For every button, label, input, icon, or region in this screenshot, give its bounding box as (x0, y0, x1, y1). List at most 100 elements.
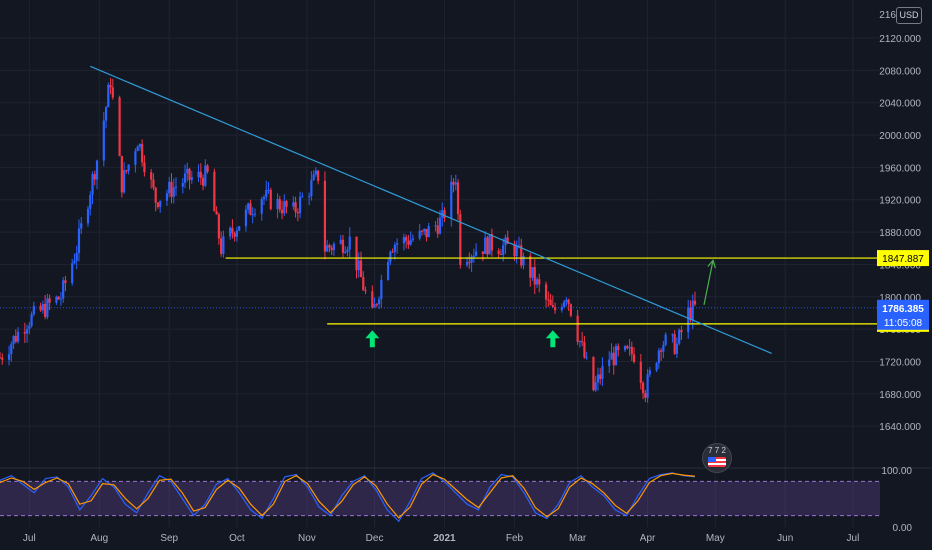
candle-body (632, 354, 636, 362)
candle-body (660, 350, 663, 352)
descending-trendline (90, 65, 772, 354)
candle-body (55, 296, 58, 303)
candle-body (664, 334, 667, 345)
candle-body (612, 352, 615, 366)
candle-body (170, 181, 173, 197)
axes-layer: 1640.0001680.0001720.0001760.0001800.000… (23, 10, 929, 544)
oscillator-band (0, 481, 880, 516)
candle-body (594, 382, 597, 391)
candle-body (292, 202, 295, 207)
candle-body (138, 144, 141, 147)
candle-body (646, 374, 649, 398)
candle-body (387, 261, 390, 280)
candle-body (174, 186, 178, 188)
candle-body (156, 202, 160, 207)
candle-body (323, 180, 327, 252)
candle-body (402, 237, 405, 244)
x-tick-label: Dec (366, 533, 384, 544)
candle-body (468, 261, 471, 263)
oscillator-tick-label: 100.00 (881, 466, 912, 477)
candle-body (614, 346, 618, 366)
candle-body (249, 203, 252, 216)
candle-body (626, 346, 629, 349)
candle-body (585, 356, 588, 358)
candle-body (120, 155, 123, 193)
candle-body (235, 230, 239, 237)
candle-body (581, 341, 584, 343)
candle-body (77, 228, 81, 254)
candle-body (260, 198, 263, 214)
candle-body (75, 253, 78, 261)
candle-body (576, 315, 579, 342)
candle-body (222, 236, 225, 254)
candle-body (648, 370, 651, 375)
candle-body (569, 304, 572, 316)
candle-body (134, 151, 137, 165)
candle-body (513, 243, 516, 257)
support-arrow-icon (545, 330, 560, 348)
candle-body (71, 263, 74, 284)
candle-body (641, 382, 645, 393)
candle-body (438, 217, 442, 234)
candle-body (332, 243, 336, 251)
candle-body (25, 329, 29, 334)
oscillator-pane (0, 472, 880, 523)
candle-body (12, 335, 15, 345)
candle-body (299, 196, 302, 214)
candle-body (599, 374, 602, 379)
candle-body (359, 260, 363, 278)
candle-body (405, 237, 408, 241)
x-tick-label: Sep (160, 533, 178, 544)
candle-body (551, 304, 554, 307)
candle-body (678, 329, 681, 344)
candle-body (102, 120, 105, 161)
candle-body (80, 223, 83, 229)
candle-body (159, 200, 162, 207)
y-tick-label: 1880.000 (879, 228, 921, 239)
candle-body (644, 392, 647, 398)
candle-body (680, 329, 683, 333)
candle-body (407, 240, 410, 245)
candle-body (23, 331, 26, 334)
candle-body (549, 299, 552, 305)
candle-body (199, 171, 202, 178)
candle-body (231, 227, 234, 234)
candle-body (346, 249, 349, 253)
candle-body (41, 303, 44, 311)
projection-arrow-head (707, 259, 716, 269)
candle-body (662, 344, 665, 352)
candle-body (16, 331, 20, 342)
drawings-layer (0, 65, 880, 354)
x-tick-label: Jun (777, 533, 793, 544)
candle-body (308, 196, 311, 198)
x-tick-label: Oct (229, 533, 245, 544)
candle-body (93, 174, 96, 180)
oscillator-series-line (0, 472, 696, 519)
candle-body (339, 239, 342, 244)
candle-body (220, 238, 223, 254)
currency-selector[interactable]: USD (896, 7, 922, 24)
candle-body (251, 214, 254, 216)
candle-body (244, 209, 248, 227)
y-tick-label: 1800.000 (879, 293, 921, 304)
us-flag-icon[interactable]: 7 7 2 (702, 443, 732, 473)
candle-body (454, 182, 457, 185)
y-tick-label: 2080.000 (879, 66, 921, 77)
x-tick-label: May (706, 533, 725, 544)
level-price-tag (877, 250, 929, 267)
candle-body (592, 356, 595, 391)
candle-body (434, 225, 437, 227)
candle-body (486, 237, 489, 255)
x-tick-label: Aug (90, 533, 108, 544)
candle-body (326, 245, 329, 252)
candle-body (118, 97, 121, 156)
candle-body (475, 251, 478, 256)
candle-body (531, 267, 534, 278)
candle-body (450, 181, 453, 219)
candle-body (563, 301, 566, 307)
candle-body (515, 246, 518, 257)
candle-body (357, 260, 360, 271)
x-tick-label: Mar (569, 533, 587, 544)
